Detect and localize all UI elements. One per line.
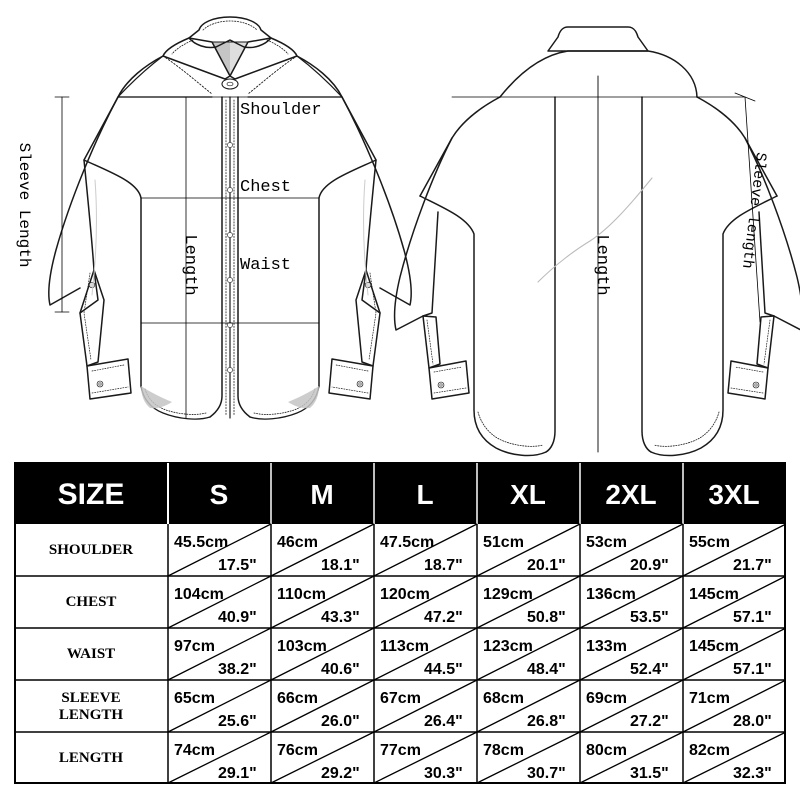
- svg-text:50.8": 50.8": [527, 609, 566, 626]
- svg-text:68cm: 68cm: [483, 690, 524, 707]
- svg-text:78cm: 78cm: [483, 742, 524, 759]
- svg-text:M: M: [310, 479, 333, 510]
- svg-text:57.1": 57.1": [733, 609, 772, 626]
- svg-text:Length: Length: [592, 234, 611, 295]
- svg-text:47.2": 47.2": [424, 609, 463, 626]
- svg-text:67cm: 67cm: [380, 690, 421, 707]
- svg-text:46cm: 46cm: [277, 534, 318, 551]
- svg-text:21.7": 21.7": [733, 557, 772, 574]
- svg-text:69cm: 69cm: [586, 690, 627, 707]
- svg-text:29.1": 29.1": [218, 765, 257, 782]
- svg-text:74cm: 74cm: [174, 742, 215, 759]
- svg-text:Shoulder: Shoulder: [240, 101, 322, 120]
- svg-text:2XL: 2XL: [605, 479, 656, 510]
- svg-text:43.3": 43.3": [321, 609, 360, 626]
- svg-text:45.5cm: 45.5cm: [174, 534, 228, 551]
- svg-text:18.1": 18.1": [321, 557, 360, 574]
- svg-text:44.5": 44.5": [424, 661, 463, 678]
- svg-text:SLEEVE: SLEEVE: [61, 690, 120, 706]
- svg-text:18.7": 18.7": [424, 557, 463, 574]
- svg-text:XL: XL: [510, 479, 546, 510]
- svg-text:136cm: 136cm: [586, 586, 636, 603]
- svg-text:26.4": 26.4": [424, 713, 463, 730]
- svg-text:47.5cm: 47.5cm: [380, 534, 434, 551]
- svg-text:26.0": 26.0": [321, 713, 360, 730]
- svg-text:133m: 133m: [586, 638, 627, 655]
- svg-text:Chest: Chest: [240, 178, 291, 197]
- svg-text:76cm: 76cm: [277, 742, 318, 759]
- svg-text:80cm: 80cm: [586, 742, 627, 759]
- svg-text:30.7": 30.7": [527, 765, 566, 782]
- svg-text:110cm: 110cm: [277, 586, 326, 603]
- svg-text:Waist: Waist: [240, 256, 291, 275]
- svg-text:129cm: 129cm: [483, 586, 533, 603]
- svg-text:29.2": 29.2": [321, 765, 360, 782]
- svg-text:120cm: 120cm: [380, 586, 430, 603]
- svg-text:28.0": 28.0": [733, 713, 772, 730]
- svg-text:53.5": 53.5": [630, 609, 669, 626]
- svg-text:40.9": 40.9": [218, 609, 257, 626]
- svg-text:97cm: 97cm: [174, 638, 215, 655]
- svg-text:82cm: 82cm: [689, 742, 730, 759]
- svg-text:53cm: 53cm: [586, 534, 627, 551]
- svg-text:77cm: 77cm: [380, 742, 421, 759]
- svg-text:66cm: 66cm: [277, 690, 318, 707]
- svg-text:145cm: 145cm: [689, 638, 739, 655]
- svg-text:103cm: 103cm: [277, 638, 327, 655]
- svg-text:123cm: 123cm: [483, 638, 533, 655]
- svg-text:104cm: 104cm: [174, 586, 224, 603]
- svg-text:Sleeve length: Sleeve length: [738, 151, 769, 269]
- svg-text:27.2": 27.2": [630, 713, 669, 730]
- svg-text:71cm: 71cm: [689, 690, 730, 707]
- svg-text:LENGTH: LENGTH: [59, 750, 124, 766]
- svg-text:SHOULDER: SHOULDER: [49, 542, 133, 558]
- svg-text:26.8": 26.8": [527, 713, 566, 730]
- svg-text:38.2": 38.2": [218, 661, 257, 678]
- svg-text:30.3": 30.3": [424, 765, 463, 782]
- svg-text:Length: Length: [180, 234, 199, 295]
- svg-text:145cm: 145cm: [689, 586, 739, 603]
- svg-text:SIZE: SIZE: [58, 478, 125, 511]
- svg-text:32.3": 32.3": [733, 765, 772, 782]
- svg-text:48.4": 48.4": [527, 661, 566, 678]
- svg-text:55cm: 55cm: [689, 534, 730, 551]
- svg-text:S: S: [210, 479, 229, 510]
- svg-text:51cm: 51cm: [483, 534, 524, 551]
- svg-text:WAIST: WAIST: [67, 646, 115, 662]
- svg-text:25.6": 25.6": [218, 713, 257, 730]
- svg-text:20.9": 20.9": [630, 557, 669, 574]
- svg-text:31.5": 31.5": [630, 765, 669, 782]
- svg-text:57.1": 57.1": [733, 661, 772, 678]
- svg-text:52.4": 52.4": [630, 661, 669, 678]
- svg-text:LENGTH: LENGTH: [59, 707, 124, 723]
- svg-text:65cm: 65cm: [174, 690, 215, 707]
- svg-text:20.1": 20.1": [527, 557, 566, 574]
- svg-text:3XL: 3XL: [708, 479, 759, 510]
- svg-text:40.6": 40.6": [321, 661, 360, 678]
- svg-text:Sleeve Length: Sleeve Length: [15, 143, 33, 268]
- svg-text:17.5": 17.5": [218, 557, 257, 574]
- svg-text:113cm: 113cm: [380, 638, 429, 655]
- svg-text:CHEST: CHEST: [66, 594, 117, 610]
- svg-text:L: L: [416, 479, 433, 510]
